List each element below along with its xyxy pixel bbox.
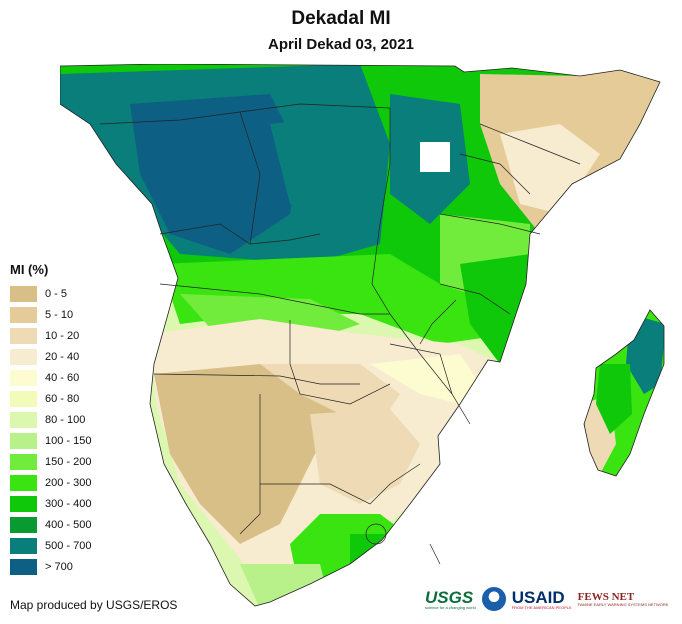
legend-swatch [10, 537, 37, 554]
legend-label: 80 - 100 [45, 413, 86, 426]
legend-item: 0 - 5 [10, 283, 140, 304]
legend-label: 40 - 60 [45, 371, 80, 384]
legend: MI (%) 0 - 5 5 - 10 10 - 20 20 - 40 40 - 60 6… [10, 262, 140, 577]
mainland-moisture-fill [60, 64, 660, 606]
legend-title: MI (%) [10, 262, 49, 277]
legend-swatch [10, 558, 37, 575]
legend-swatch [10, 474, 37, 491]
legend-swatch [10, 306, 37, 323]
usgs-logo-tagline: science for a changing world [425, 604, 476, 610]
legend-item: 60 - 80 [10, 388, 140, 409]
legend-label: 400 - 500 [45, 518, 92, 531]
legend-item: 40 - 60 [10, 367, 140, 388]
legend-item: 80 - 100 [10, 409, 140, 430]
legend-label: 500 - 700 [45, 539, 92, 552]
legend-item: 400 - 500 [10, 514, 140, 535]
map-subtitle: April Dekad 03, 2021 [268, 36, 414, 53]
moisture-index-map [60, 64, 665, 607]
fews-net-logo: FEWS NET FAMINE EARLY WARNING SYSTEMS NE… [577, 590, 669, 607]
fews-net-logo-text: FEWS NET [577, 590, 635, 603]
legend-swatch [10, 348, 37, 365]
usgs-logo-text: USGS [425, 587, 474, 607]
legend-label: 60 - 80 [45, 392, 80, 405]
usaid-logo: USAID FROM THE AMERICAN PEOPLE [512, 589, 572, 610]
legend-items: 0 - 5 5 - 10 10 - 20 20 - 40 40 - 60 60 - 80 8… [10, 283, 140, 577]
credit-text: Map produced by USGS/EROS [10, 598, 178, 612]
usaid-logo-tagline: FROM THE AMERICAN PEOPLE [511, 604, 572, 610]
legend-label: 300 - 400 [45, 497, 92, 510]
legend-swatch [10, 411, 37, 428]
legend-item: > 700 [10, 556, 140, 577]
legend-label: 10 - 20 [45, 329, 80, 342]
legend-swatch [10, 432, 37, 449]
noaa-logo [481, 587, 506, 611]
legend-swatch [10, 453, 37, 470]
legend-label: 200 - 300 [45, 476, 92, 489]
mainland-coastline [60, 64, 661, 607]
usaid-logo-text: USAID [511, 587, 565, 607]
legend-label: 100 - 150 [45, 434, 92, 447]
country-borders [99, 103, 581, 565]
legend-item: 200 - 300 [10, 472, 140, 493]
madagascar-coastline [583, 309, 665, 477]
legend-label: 20 - 40 [45, 350, 80, 363]
legend-label: 5 - 10 [45, 308, 74, 321]
legend-swatch [10, 369, 37, 386]
legend-item: 500 - 700 [10, 535, 140, 556]
fews-net-logo-tagline: FAMINE EARLY WARNING SYSTEMS NETWORK [577, 601, 669, 607]
map-title: Dekadal MI [291, 8, 391, 29]
legend-item: 300 - 400 [10, 493, 140, 514]
usgs-logo: USGS science for a changing world [425, 589, 476, 610]
legend-label: 150 - 200 [45, 455, 92, 468]
logo-strip: USGS science for a changing world USAID … [425, 582, 675, 616]
legend-label: > 700 [45, 560, 73, 573]
legend-item: 20 - 40 [10, 346, 140, 367]
legend-label: 0 - 5 [45, 287, 68, 300]
legend-swatch [10, 327, 37, 344]
legend-swatch [10, 390, 37, 407]
legend-swatch [10, 495, 37, 512]
legend-item: 150 - 200 [10, 451, 140, 472]
legend-swatch [10, 285, 37, 302]
legend-item: 10 - 20 [10, 325, 140, 346]
legend-item: 100 - 150 [10, 430, 140, 451]
legend-item: 5 - 10 [10, 304, 140, 325]
legend-swatch [10, 516, 37, 533]
